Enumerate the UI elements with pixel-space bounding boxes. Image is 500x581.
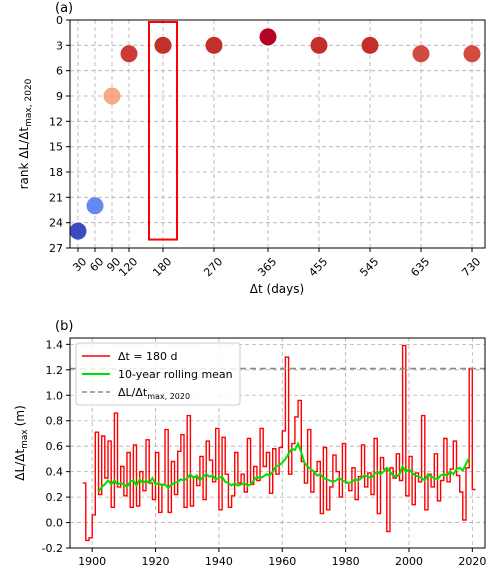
panel-a-points: [69, 21, 481, 241]
panel-a-y-axis-label-subscript: max, 2020: [24, 78, 34, 127]
x-tick-label: 365: [255, 255, 279, 279]
legend-label-series-3: ΔL/Δtmax, 2020: [118, 386, 190, 401]
x-tick-label: 1920: [142, 555, 170, 568]
y-tick-label: 1.2: [46, 364, 64, 377]
x-tick-label: 1940: [205, 555, 233, 568]
y-tick-label: 18: [49, 166, 63, 179]
data-point: [154, 36, 172, 54]
panel-b-x-ticks: 1900 1920 1940 1960 1980 2000 2020: [78, 548, 486, 568]
y-tick-label: 24: [49, 217, 63, 230]
legend-label-series-1: Δt = 180 d: [118, 350, 178, 363]
y-tick-label: -0.2: [42, 542, 63, 555]
panel-a-y-axis-label: rank ΔL/Δtmax, 2020: [17, 78, 34, 189]
y-tick-label: 0.6: [46, 440, 64, 453]
legend-box: [75, 342, 241, 406]
data-point: [463, 45, 481, 63]
y-tick-label: 0: [56, 14, 63, 27]
panel-b-y-axis-label-main: ΔL/Δt: [13, 449, 27, 481]
x-tick-label: 270: [201, 255, 225, 279]
y-tick-label: 27: [49, 242, 63, 255]
x-tick-label: 730: [459, 255, 483, 279]
y-tick-label: 0.8: [46, 415, 64, 428]
panel-a-y-axis-label-main: rank ΔL/Δt: [17, 127, 31, 190]
data-point: [103, 87, 121, 105]
y-tick-label: 3: [56, 39, 63, 52]
x-tick-label: 635: [408, 255, 432, 279]
data-point: [412, 45, 430, 63]
y-tick-label: 12: [49, 115, 63, 128]
y-tick-label: 21: [49, 191, 63, 204]
legend-label-series-2: 10-year rolling mean: [118, 368, 233, 381]
data-point: [259, 28, 277, 46]
x-tick-label: 2020: [458, 555, 486, 568]
y-tick-label: 0.4: [46, 466, 64, 479]
series-rolling-mean-line: [97, 441, 471, 493]
legend-label-series-3-main: ΔL/Δt: [118, 386, 148, 399]
y-tick-label: 1.0: [46, 389, 64, 402]
series-step-line: [82, 344, 476, 542]
panel-b-series: [70, 344, 485, 542]
x-tick-label: 545: [357, 255, 381, 279]
data-point: [310, 36, 328, 54]
panel-a-x-axis-label: Δt (days): [250, 282, 304, 296]
data-point: [120, 45, 138, 63]
legend-label-series-3-subscript: max, 2020: [147, 392, 190, 401]
panel-b-y-axis-label-unit: (m): [13, 405, 27, 426]
data-point: [86, 197, 104, 215]
x-tick-label: 2000: [395, 555, 423, 568]
x-tick-label: 455: [306, 255, 330, 279]
x-tick-label: 1900: [78, 555, 106, 568]
panel-a-y-ticks: 0 3 6 9 12 15 18 21 24 27: [49, 14, 70, 255]
y-tick-label: 9: [56, 90, 63, 103]
panel-b-frame: [69, 337, 486, 549]
panel-b-legend: Δt = 180 d 10-year rolling mean ΔL/Δtmax…: [75, 342, 241, 406]
x-tick-label: 120: [116, 255, 140, 279]
panel-b-y-axis-label-subscript: max: [20, 429, 30, 449]
data-point: [205, 36, 223, 54]
panel-b-label: (b): [55, 319, 73, 334]
y-tick-label: 0.0: [46, 517, 64, 530]
x-tick-label: 1960: [268, 555, 296, 568]
y-tick-label: 1.4: [46, 338, 64, 351]
panel-b-y-ticks: -0.2 0.0 0.2 0.4 0.6 0.8 1.0 1.2 1.4: [42, 338, 70, 555]
panel-b: (b) -0.2 0.0 0.2 0.4 0.6 0.8 1.0 1.2 1.4 1900 192…: [13, 319, 486, 568]
panel-b-y-axis-label: ΔL/Δtmax (m): [13, 405, 30, 481]
y-tick-label: 6: [56, 65, 63, 78]
panel-a-label: (a): [55, 1, 73, 16]
y-tick-label: 0.2: [46, 491, 64, 504]
highlight-box: [148, 21, 178, 241]
data-point: [69, 222, 87, 240]
x-tick-label: 180: [150, 255, 174, 279]
data-point: [361, 36, 379, 54]
x-tick-label: 1980: [332, 555, 360, 568]
y-tick-label: 15: [49, 141, 63, 154]
panel-a-frame: [69, 19, 486, 249]
